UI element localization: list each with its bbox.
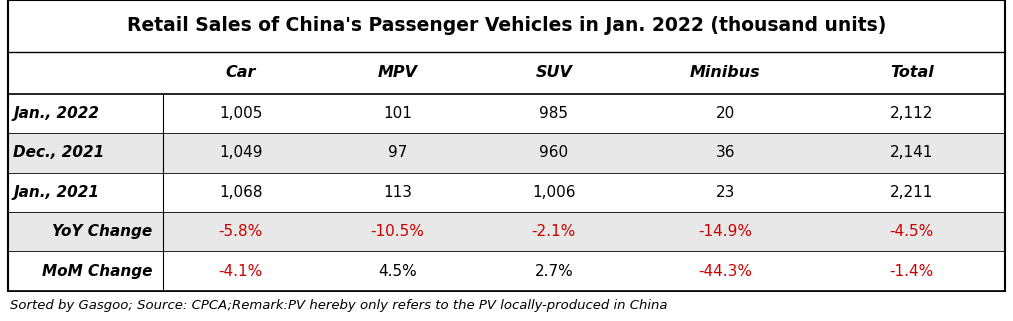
Text: -10.5%: -10.5% — [371, 224, 424, 239]
Text: -2.1%: -2.1% — [532, 224, 576, 239]
Text: 1,006: 1,006 — [532, 185, 575, 200]
Bar — [8, 94, 1005, 133]
Text: MoM Change: MoM Change — [42, 264, 153, 279]
Text: Dec., 2021: Dec., 2021 — [13, 145, 104, 160]
Text: 985: 985 — [539, 106, 568, 121]
Text: 2,141: 2,141 — [890, 145, 933, 160]
Bar — [8, 173, 1005, 212]
Text: 36: 36 — [715, 145, 735, 160]
Text: Jan., 2021: Jan., 2021 — [13, 185, 99, 200]
Text: -1.4%: -1.4% — [889, 264, 934, 279]
Bar — [8, 251, 1005, 291]
Bar — [8, 52, 1005, 94]
Text: Minibus: Minibus — [690, 65, 761, 80]
Text: YoY Change: YoY Change — [53, 224, 153, 239]
Text: 960: 960 — [539, 145, 568, 160]
Text: 20: 20 — [715, 106, 734, 121]
Text: 97: 97 — [388, 145, 407, 160]
Text: Jan., 2022: Jan., 2022 — [13, 106, 99, 121]
Text: 1,068: 1,068 — [219, 185, 262, 200]
Text: -4.5%: -4.5% — [889, 224, 934, 239]
Text: -5.8%: -5.8% — [219, 224, 263, 239]
Text: Total: Total — [889, 65, 934, 80]
Bar — [8, 133, 1005, 173]
Bar — [8, 212, 1005, 251]
Text: Sorted by Gasgoo; Source: CPCA;Remark:PV hereby only refers to the PV locally-pr: Sorted by Gasgoo; Source: CPCA;Remark:PV… — [10, 299, 668, 312]
Text: 2,211: 2,211 — [890, 185, 933, 200]
Text: SUV: SUV — [536, 65, 572, 80]
Text: 4.5%: 4.5% — [378, 264, 416, 279]
Text: Retail Sales of China's Passenger Vehicles in Jan. 2022 (thousand units): Retail Sales of China's Passenger Vehicl… — [127, 16, 886, 35]
Text: 2,112: 2,112 — [890, 106, 933, 121]
Text: Car: Car — [226, 65, 256, 80]
Text: -4.1%: -4.1% — [219, 264, 263, 279]
Text: -14.9%: -14.9% — [698, 224, 753, 239]
Text: MPV: MPV — [378, 65, 417, 80]
Text: -44.3%: -44.3% — [698, 264, 753, 279]
Text: 23: 23 — [715, 185, 735, 200]
Text: 2.7%: 2.7% — [535, 264, 573, 279]
Text: 113: 113 — [383, 185, 412, 200]
Text: 1,049: 1,049 — [219, 145, 262, 160]
Text: 101: 101 — [383, 106, 412, 121]
Text: 1,005: 1,005 — [219, 106, 262, 121]
